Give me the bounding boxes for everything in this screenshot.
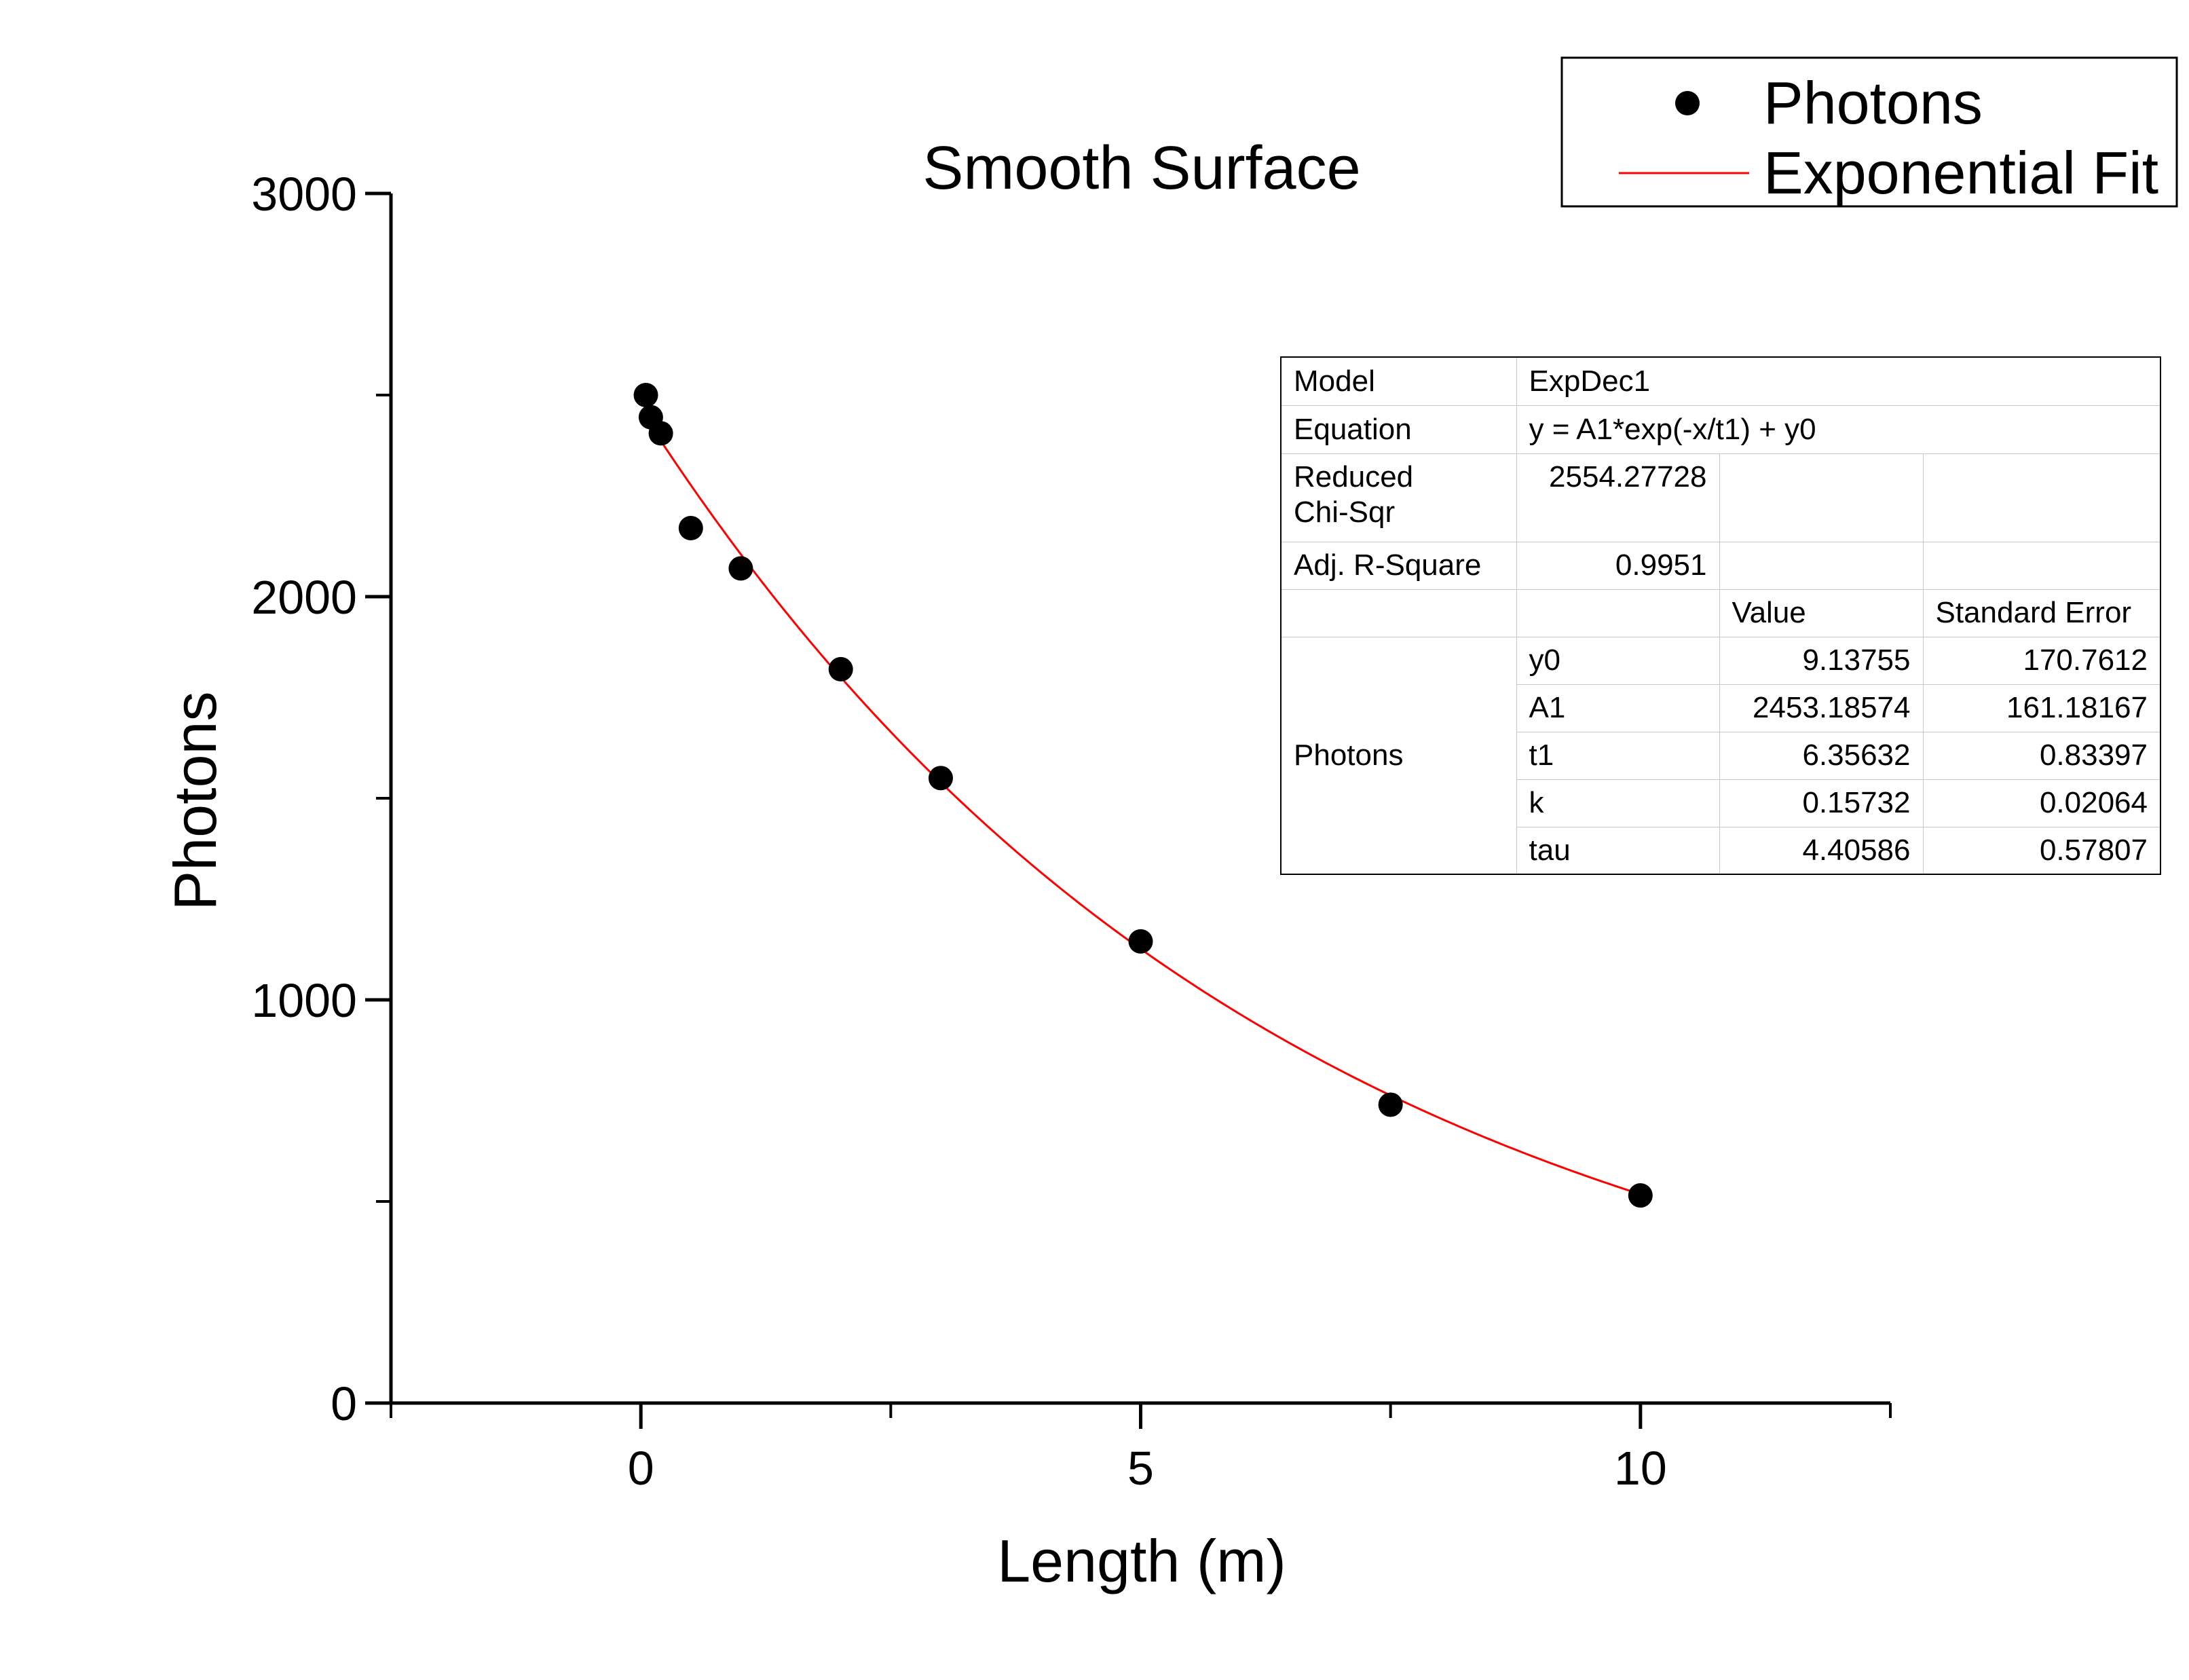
param-value: 6.35632 — [1719, 731, 1924, 780]
data-point — [828, 656, 853, 682]
chisq-empty-2 — [1922, 453, 2161, 542]
x-axis-label: Length (m) — [997, 1527, 1286, 1594]
header-empty-1 — [1280, 589, 1517, 637]
legend-label-fit: Exponential Fit — [1763, 139, 2158, 206]
data-point — [728, 556, 753, 581]
param-row: k 0.15732 0.02064 — [1281, 779, 2161, 827]
col-header-error: Standard Error — [1922, 589, 2161, 637]
chisq-empty-1 — [1719, 453, 1924, 542]
data-point — [678, 516, 703, 541]
param-row: Photons y0 9.13755 170.7612 — [1280, 636, 2161, 875]
legend-box — [1560, 56, 2178, 208]
fit-row-model: Model ExpDec1 — [1280, 356, 2161, 406]
y-tick-label: 1000 — [251, 974, 357, 1027]
data-point — [633, 383, 658, 407]
param-error: 0.57807 — [1922, 826, 2161, 875]
param-error: 0.83397 — [1922, 731, 2161, 780]
data-point — [648, 421, 673, 446]
y-tick-label: 3000 — [251, 168, 357, 221]
fit-curve — [660, 440, 1641, 1195]
y-tick-label: 0 — [331, 1377, 357, 1430]
data-point — [1128, 929, 1153, 954]
param-value: 0.15732 — [1719, 779, 1924, 827]
data-point — [928, 766, 953, 791]
r2-empty-1 — [1719, 541, 1924, 590]
chisq-label-line1: Reduced — [1294, 460, 1414, 493]
param-value: 9.13755 — [1719, 636, 1924, 685]
model-label: Model — [1280, 356, 1517, 406]
data-point — [1378, 1092, 1403, 1117]
model-value: ExpDec1 — [1516, 356, 2161, 406]
param-name: A1 — [1516, 684, 1720, 732]
chart-title: Smooth Surface — [922, 134, 1360, 202]
r2-value: 0.9951 — [1516, 541, 1720, 590]
param-error: 170.7612 — [1922, 636, 2161, 685]
chisq-value: 2554.27728 — [1516, 453, 1720, 542]
fit-results-table: Model ExpDec1 Equation y = A1*exp(-x/t1)… — [1280, 356, 2161, 875]
col-header-value: Value — [1719, 589, 1924, 637]
fit-row-header: Value Standard Error — [1280, 589, 2161, 637]
param-name: tau — [1516, 826, 1720, 875]
r2-label: Adj. R-Square — [1280, 541, 1517, 590]
x-tick-label: 5 — [1127, 1442, 1154, 1495]
fit-row-equation: Equation y = A1*exp(-x/t1) + y0 — [1280, 405, 2161, 454]
chisq-label-line2: Chi-Sqr — [1294, 495, 1396, 529]
param-row: A1 2453.18574 161.18167 — [1281, 684, 2161, 732]
fit-row-r2: Adj. R-Square 0.9951 — [1280, 541, 2161, 590]
x-tick-label: 10 — [1614, 1442, 1667, 1495]
param-value: 4.40586 — [1719, 826, 1924, 875]
param-row: tau 4.40586 0.57807 — [1281, 826, 2161, 875]
chisq-label: Reduced Chi-Sqr — [1280, 453, 1517, 542]
param-value: 2453.18574 — [1719, 684, 1924, 732]
param-error: 0.02064 — [1922, 779, 2161, 827]
series-label: Photons — [1280, 636, 1517, 875]
equation-value: y = A1*exp(-x/t1) + y0 — [1516, 405, 2161, 454]
param-error: 161.18167 — [1922, 684, 2161, 732]
param-row: t1 6.35632 0.83397 — [1281, 731, 2161, 780]
x-tick-label: 0 — [628, 1442, 654, 1495]
data-point — [1628, 1183, 1653, 1208]
r2-empty-2 — [1922, 541, 2161, 590]
y-axis-label: Photons — [162, 692, 229, 911]
param-name: k — [1516, 779, 1720, 827]
header-empty-2 — [1516, 589, 1720, 637]
plot-area: 0 1000 2000 3000 0 5 10 — [251, 168, 1892, 1495]
legend-label-photons: Photons — [1763, 69, 1983, 136]
param-name: t1 — [1516, 731, 1720, 780]
fit-row-chisq: Reduced Chi-Sqr 2554.27728 — [1280, 453, 2161, 542]
equation-label: Equation — [1280, 405, 1517, 454]
y-tick-label: 2000 — [251, 571, 357, 624]
legend-marker-photons — [1675, 91, 1700, 115]
legend: Photons Exponential Fit — [1560, 56, 2178, 208]
param-name: y0 — [1516, 636, 1720, 685]
